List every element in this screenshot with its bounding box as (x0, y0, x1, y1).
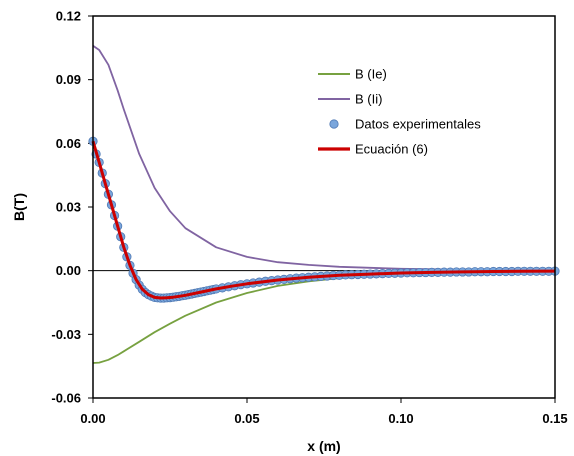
y-tick-label: -0.06 (51, 391, 81, 406)
legend: B (Ie) B (Ii) Datos experimentales Ecuación… (318, 67, 481, 157)
y-tick-label: 0.12 (56, 9, 81, 24)
y-axis-label: B(T) (11, 193, 27, 221)
x-tick-label: 0.00 (80, 411, 105, 426)
legend-label: Datos experimentales (355, 117, 481, 132)
legend-label: Ecuación (6) (355, 142, 428, 157)
x-tick-label: 0.15 (542, 411, 567, 426)
x-tick-label: 0.10 (388, 411, 413, 426)
y-tick-label: 0.00 (56, 263, 81, 278)
legend-item: Datos experimentales (329, 117, 481, 132)
y-tick-label: 0.03 (56, 200, 81, 215)
y-tick-label: -0.03 (51, 327, 81, 342)
y-tick-label: 0.06 (56, 136, 81, 151)
series-line-ecuacio-n-6 (91, 140, 556, 300)
plot-area-frame (92, 15, 556, 399)
legend-item: Ecuación (6) (318, 142, 428, 157)
x-axis-ticks: 0.00 0.05 0.10 0.15 (80, 398, 568, 426)
y-tick-label: 0.09 (56, 72, 81, 87)
y-axis-ticks: -0.06 -0.03 0.00 0.03 0.06 0.09 0.12 (51, 9, 93, 406)
x-tick-label: 0.05 (234, 411, 259, 426)
legend-label: B (Ii) (355, 92, 382, 107)
series-layer (88, 44, 560, 364)
legend-item: B (Ie) (318, 67, 387, 82)
legend-label: B (Ie) (355, 67, 387, 82)
legend-item: B (Ii) (318, 92, 382, 107)
series-line-b-ie (92, 270, 556, 364)
series-line-b-ii (92, 44, 556, 272)
legend-marker (329, 119, 339, 129)
x-axis-label: x (m) (307, 438, 340, 454)
